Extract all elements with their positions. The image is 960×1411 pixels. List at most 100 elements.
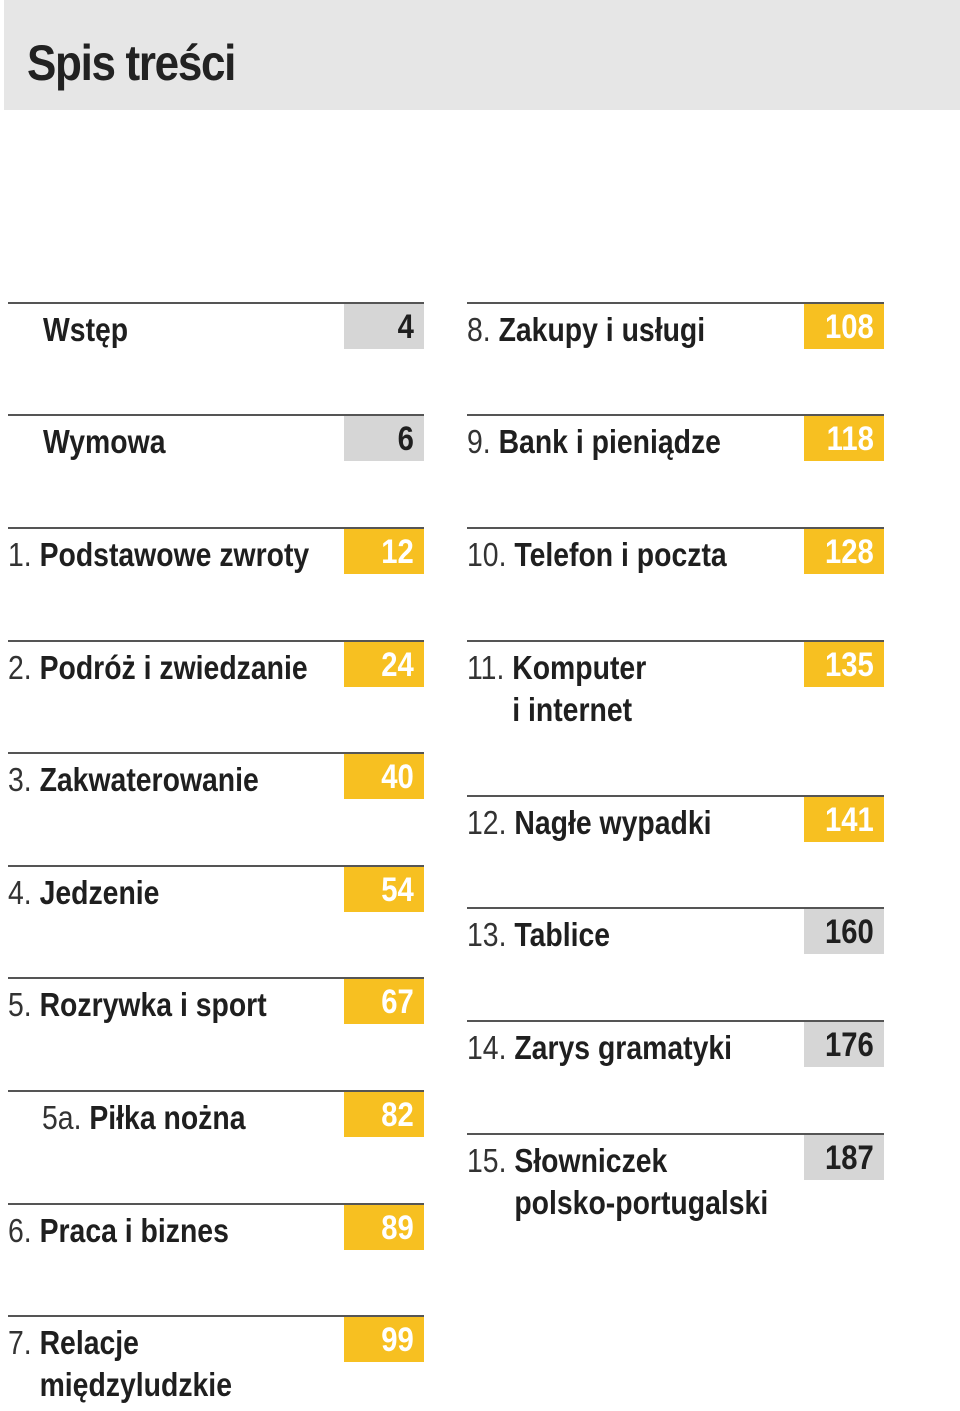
chapter-title: Wymowa (43, 423, 166, 460)
divider (8, 1203, 424, 1205)
chapter-title: Zakupy i usługi (498, 311, 706, 348)
chapter-title: Jedzenie (39, 874, 160, 911)
page-number-text: 160 (825, 913, 874, 951)
toc-entry-label: 2. Podróż i zwiedzanie (8, 647, 308, 689)
toc-entry[interactable]: 4. Jedzenie 54 (8, 865, 424, 915)
toc-entry-label: 14. Zarys gramatyki (467, 1027, 732, 1069)
divider (8, 414, 424, 416)
toc-entry[interactable]: 11. Komputer i internet 135 (467, 640, 884, 736)
toc-entry[interactable]: 13. Tablice 160 (467, 907, 884, 957)
page-number-text: 6 (397, 420, 414, 458)
page-number[interactable]: 6 (344, 416, 424, 461)
page-number-text: 24 (381, 646, 414, 684)
toc-entry[interactable]: 8. Zakupy i usługi 108 (467, 302, 884, 352)
toc-entry-label: 15. Słowniczek polsko-portugalski (467, 1140, 768, 1224)
chapter-number: 11. (467, 649, 513, 686)
toc-entry[interactable]: 3. Zakwaterowanie 40 (8, 752, 424, 802)
chapter-number: 14. (467, 1029, 515, 1066)
divider (8, 302, 424, 304)
divider (467, 795, 884, 797)
page-number-text: 128 (825, 533, 874, 571)
chapter-title: Tablice (514, 916, 611, 953)
page-number[interactable]: 99 (344, 1317, 424, 1362)
page-number[interactable]: 160 (804, 909, 884, 954)
toc-entry[interactable]: 10. Telefon i poczta 128 (467, 527, 884, 577)
divider (467, 302, 884, 304)
toc-entry[interactable]: 5. Rozrywka i sport 67 (8, 977, 424, 1027)
page-number-text: 176 (825, 1026, 874, 1064)
page-title: Spis treści (27, 35, 236, 91)
chapter-title: Bank i pieniądze (498, 423, 721, 460)
page-number[interactable]: 89 (344, 1205, 424, 1250)
toc-entry-label: 10. Telefon i poczta (467, 534, 727, 576)
toc-entry-label: 8. Zakupy i usługi (467, 309, 705, 351)
chapter-number: 15. (467, 1142, 515, 1179)
page-number-text: 135 (825, 646, 874, 684)
chapter-title: Podstawowe zwroty (39, 536, 310, 573)
toc-entry[interactable]: 14. Zarys gramatyki 176 (467, 1020, 884, 1070)
chapter-title: Komputer (512, 649, 647, 686)
toc-entry-label: 5. Rozrywka i sport (8, 984, 267, 1026)
page-number-text: 54 (381, 871, 414, 909)
page-number[interactable]: 54 (344, 867, 424, 912)
chapter-title: Wstęp (43, 311, 129, 348)
divider (467, 907, 884, 909)
chapter-title-line2: i internet (512, 691, 633, 728)
page-number[interactable]: 176 (804, 1022, 884, 1067)
page-number[interactable]: 108 (804, 304, 884, 349)
divider (8, 527, 424, 529)
toc-entry-label: Wstęp (43, 309, 128, 351)
toc-entry-label: 6. Praca i biznes (8, 1210, 229, 1252)
chapter-number: 1. (8, 536, 40, 573)
page-number-text: 108 (825, 308, 874, 346)
chapter-title: Słowniczek (514, 1142, 668, 1179)
divider (467, 1020, 884, 1022)
page-number[interactable]: 135 (804, 642, 884, 687)
page-number[interactable]: 82 (344, 1092, 424, 1137)
divider (467, 414, 884, 416)
chapter-title: Podróż i zwiedzanie (39, 649, 308, 686)
page-number-text: 187 (825, 1139, 874, 1177)
toc-entry[interactable]: 9. Bank i pieniądze 118 (467, 414, 884, 464)
chapter-number: 12. (467, 804, 515, 841)
page-number-text: 40 (381, 758, 414, 796)
divider (8, 1315, 424, 1317)
toc-entry[interactable]: 12. Nagłe wypadki 141 (467, 795, 884, 845)
page-number[interactable]: 187 (804, 1135, 884, 1180)
toc-entry-label: 13. Tablice (467, 914, 610, 956)
page-number[interactable]: 24 (344, 642, 424, 687)
chapter-title: Zakwaterowanie (39, 761, 259, 798)
page-number-text: 99 (381, 1321, 414, 1359)
toc-entry[interactable]: 5a. Piłka nożna 82 (8, 1090, 424, 1140)
page-number-text: 118 (826, 420, 874, 458)
toc-entry[interactable]: 15. Słowniczek polsko-portugalski 187 (467, 1133, 884, 1229)
page-number-text: 82 (381, 1096, 414, 1134)
toc-entry[interactable]: Wstęp 4 (8, 302, 424, 352)
divider (8, 1090, 424, 1092)
chapter-title-line2: międzyludzkie (39, 1366, 232, 1403)
chapter-title: Nagłe wypadki (514, 804, 712, 841)
toc-entry-label: 1. Podstawowe zwroty (8, 534, 309, 576)
page-number[interactable]: 4 (344, 304, 424, 349)
toc-entry[interactable]: 6. Praca i biznes 89 (8, 1203, 424, 1253)
chapter-title: Piłka nożna (89, 1099, 246, 1136)
toc-entry[interactable]: Wymowa 6 (8, 414, 424, 464)
toc-entry-label: 4. Jedzenie (8, 872, 159, 914)
chapter-number: 10. (467, 536, 515, 573)
divider (467, 640, 884, 642)
toc-entry-label: 12. Nagłe wypadki (467, 802, 711, 844)
page-number[interactable]: 12 (344, 529, 424, 574)
page-number[interactable]: 141 (804, 797, 884, 842)
toc-entry-label: 9. Bank i pieniądze (467, 421, 721, 463)
toc-entry[interactable]: 7. Relacje międzyludzkie 99 (8, 1315, 424, 1411)
toc-entry[interactable]: 1. Podstawowe zwroty 12 (8, 527, 424, 577)
toc-entry-label: 11. Komputer i internet (467, 647, 646, 731)
chapter-number: 8. (467, 311, 499, 348)
page-number[interactable]: 67 (344, 979, 424, 1024)
chapter-title: Zarys gramatyki (514, 1029, 733, 1066)
page-number[interactable]: 128 (804, 529, 884, 574)
toc-entry[interactable]: 2. Podróż i zwiedzanie 24 (8, 640, 424, 690)
chapter-number: 6. (8, 1212, 40, 1249)
page-number[interactable]: 118 (804, 416, 884, 461)
page-number[interactable]: 40 (344, 754, 424, 799)
